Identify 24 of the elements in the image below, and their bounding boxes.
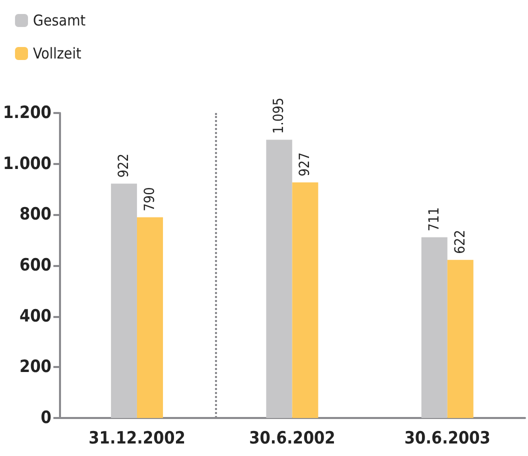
y-tick-label: 1.000 <box>2 154 52 174</box>
bar <box>110 184 137 418</box>
y-tick-label: 200 <box>19 357 52 378</box>
data-label: 927 <box>297 152 314 176</box>
data-label: 1.095 <box>271 98 288 134</box>
y-tick-label: 600 <box>19 256 52 276</box>
bar <box>266 140 292 418</box>
data-label: 922 <box>116 154 132 178</box>
bar <box>136 217 163 418</box>
x-tick-label: 30.6.2002 <box>249 428 336 448</box>
x-tick-label: 31.12.2002 <box>88 428 186 448</box>
x-tick-label: 30.6.2003 <box>404 428 490 448</box>
data-label: 622 <box>452 230 468 254</box>
y-tick-label: 1.200 <box>2 103 52 123</box>
y-tick-label: 400 <box>19 306 52 326</box>
data-label: 711 <box>426 207 442 232</box>
bar <box>292 182 318 418</box>
legend-label: Gesamt <box>33 12 86 30</box>
legend-label: Vollzeit <box>33 44 82 62</box>
bar <box>447 260 474 418</box>
bar <box>421 237 448 418</box>
y-tick-label: 0 <box>40 408 52 428</box>
data-label: 790 <box>142 187 158 212</box>
y-tick-label: 800 <box>19 204 52 225</box>
